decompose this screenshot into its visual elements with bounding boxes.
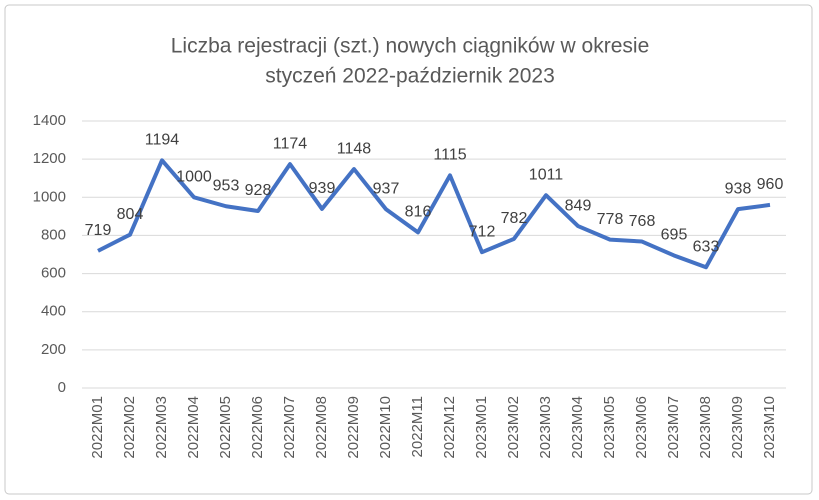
data-label: 1000 (176, 169, 212, 186)
data-label: 1174 (273, 135, 308, 152)
y-tick-label: 200 (41, 341, 66, 358)
y-tick-label: 0 (58, 379, 66, 396)
x-tick-label: 2022M08 (313, 396, 330, 459)
data-label: 1194 (145, 132, 180, 149)
x-tick-label: 2022M10 (377, 396, 394, 459)
x-tick-label: 2022M03 (153, 396, 170, 459)
x-tick-label: 2022M11 (409, 396, 426, 457)
data-line (97, 158, 771, 270)
x-tick-label: 2023M02 (505, 396, 522, 459)
data-label: 937 (373, 181, 400, 198)
y-tick-label: 800 (41, 226, 66, 243)
data-label: 816 (405, 204, 432, 221)
data-label: 938 (725, 180, 752, 197)
data-label: 1011 (529, 166, 564, 183)
data-label: 804 (117, 206, 144, 223)
data-label: 849 (565, 197, 592, 214)
data-label: 719 (85, 222, 112, 239)
x-tick-label: 2023M10 (761, 396, 778, 459)
data-label: 782 (501, 210, 528, 227)
x-tick-label: 2022M01 (89, 396, 106, 459)
data-label: 1115 (433, 147, 466, 164)
chart-frame (4, 4, 813, 495)
y-tick-label: 600 (41, 265, 66, 282)
data-label: 695 (661, 227, 688, 244)
x-tick-label: 2022M05 (217, 396, 234, 459)
data-label: 928 (245, 182, 272, 199)
x-tick-label: 2023M03 (537, 396, 554, 459)
x-tick-label: 2023M08 (697, 396, 714, 459)
x-tick-label: 2022M06 (249, 396, 266, 459)
y-tick-label: 1400 (33, 112, 66, 129)
x-tick-label: 2023M05 (601, 396, 618, 459)
x-tick-label: 2023M07 (665, 396, 682, 459)
x-tick-label: 2023M06 (633, 396, 650, 459)
x-tick-label: 2023M01 (473, 396, 490, 459)
chart-title: Liczba rejestracji (szt.) nowych ciągnik… (171, 35, 650, 58)
x-tick-label: 2022M02 (121, 396, 138, 459)
data-label: 778 (597, 211, 624, 228)
x-tick-label: 2022M09 (345, 396, 362, 459)
y-tick-label: 1000 (33, 188, 66, 205)
x-tick-label: 2022M07 (281, 396, 298, 459)
data-label: 633 (693, 238, 720, 255)
data-label: 939 (309, 180, 336, 197)
y-tick-label: 400 (41, 303, 66, 320)
x-tick-label: 2022M12 (441, 396, 458, 459)
data-label: 712 (469, 223, 496, 240)
x-tick-label: 2023M09 (729, 396, 746, 459)
data-label: 953 (213, 177, 240, 194)
data-label: 960 (757, 176, 784, 193)
x-tick-label: 2023M04 (569, 396, 586, 459)
y-tick-label: 1200 (33, 150, 66, 167)
chart-title: styczeń 2022-październik 2023 (265, 65, 555, 88)
x-tick-label: 2022M04 (185, 396, 202, 459)
data-label: 1148 (337, 140, 372, 157)
data-label: 768 (629, 213, 656, 230)
